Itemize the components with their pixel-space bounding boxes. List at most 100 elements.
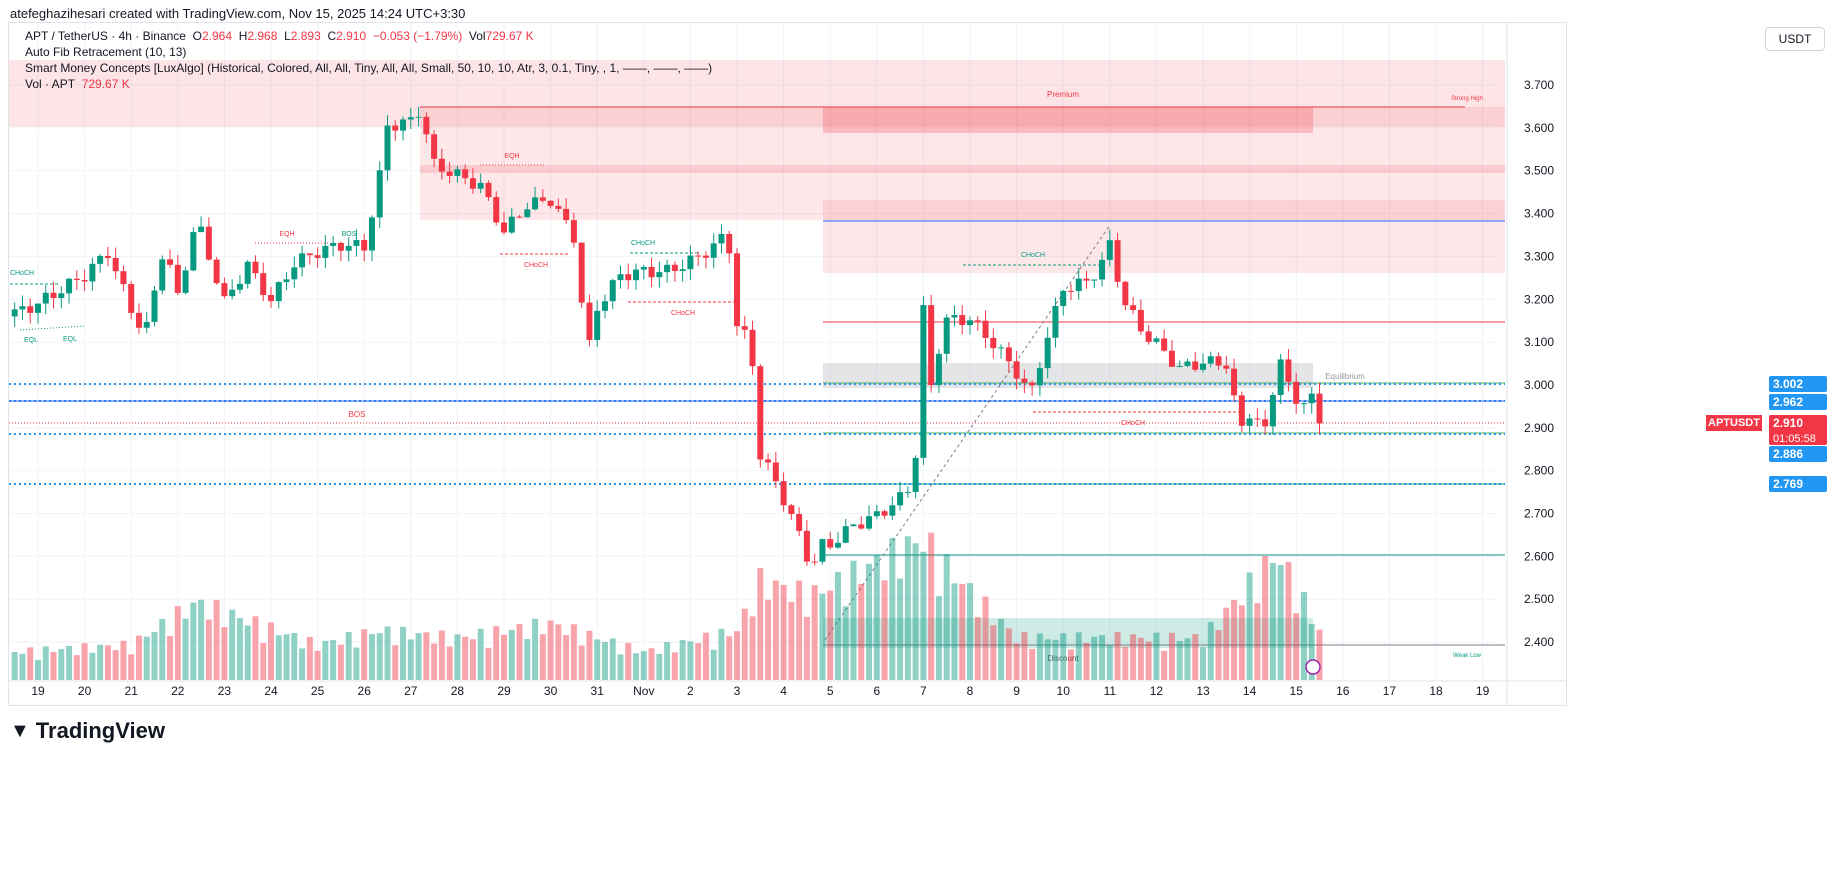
chart-credit: atefeghazihesari created with TradingVie… — [10, 6, 466, 21]
volume-bar — [679, 640, 686, 680]
volume-bar — [415, 633, 422, 680]
candle-body — [912, 457, 919, 492]
volume-bar — [454, 634, 461, 680]
volume-bar — [695, 643, 702, 680]
candle-body — [772, 462, 779, 482]
x-tick-label: 30 — [544, 684, 558, 698]
candle-body — [58, 293, 65, 298]
volume-bar — [897, 578, 904, 680]
eqh-label: EQH — [279, 231, 294, 238]
volume-bar — [1099, 635, 1106, 680]
order-block-zone — [420, 107, 1505, 220]
candle-body — [990, 337, 997, 349]
eql-label: EQL — [24, 337, 38, 344]
candle-body — [664, 264, 671, 273]
volume-bar — [718, 628, 725, 680]
y-tick-label: 2.600 — [1524, 549, 1554, 563]
candle-body — [734, 253, 740, 327]
x-tick-label: 31 — [591, 684, 605, 698]
symbol-legend[interactable]: APT / TetherUS · 4h · Binance O2.964 H2.… — [25, 29, 534, 43]
fib-indicator-legend[interactable]: Auto Fib Retracement (10, 13) — [25, 45, 187, 59]
candle-body — [97, 255, 104, 264]
candle-body — [236, 283, 243, 290]
price-chart[interactable]: 3.700 3.600 3.500 3.400 3.300 3.200 3.100 3.000… — [9, 23, 1566, 705]
candle-body — [361, 240, 368, 251]
candle-body — [120, 271, 127, 285]
x-tick-label: 15 — [1290, 684, 1304, 698]
volume-bar — [260, 642, 267, 680]
last-price: 2.910 — [1773, 416, 1804, 430]
volume-bar — [757, 568, 764, 680]
candle-body — [757, 366, 764, 460]
volume-bar — [462, 636, 469, 680]
volume-bar — [935, 596, 942, 680]
choch-label: CHoCH — [1121, 420, 1145, 427]
volume-bar — [1013, 643, 1020, 680]
candle-body — [1099, 259, 1106, 280]
volume-bar — [11, 652, 18, 680]
volume-bar — [563, 635, 570, 680]
candle-body — [974, 320, 981, 322]
volume-bar — [190, 602, 197, 680]
premium-zone — [9, 60, 1505, 127]
volume-bar — [702, 632, 709, 680]
volume-bar — [1215, 630, 1222, 680]
candle-body — [1161, 338, 1168, 351]
volume-bar — [687, 641, 694, 680]
volume-bar — [1277, 565, 1284, 680]
candle-body — [834, 542, 841, 548]
candle-body — [1005, 347, 1012, 362]
volume-bar — [1316, 629, 1323, 680]
high-value: 2.968 — [247, 29, 278, 43]
candle-body — [1223, 365, 1230, 369]
currency-button[interactable]: USDT — [1765, 27, 1825, 51]
chart-panel[interactable]: 3.700 3.600 3.500 3.400 3.300 3.200 3.100 3.000… — [8, 22, 1567, 706]
volume-bar — [850, 560, 857, 680]
volume-bar — [1300, 591, 1307, 680]
candle-body — [190, 232, 197, 271]
x-tick-label: 19 — [1476, 684, 1490, 698]
candle-body — [174, 264, 181, 293]
vol-value: 729.67 K — [485, 29, 534, 43]
weak-low-label: Weak Low — [1453, 653, 1482, 659]
volume-bar — [881, 580, 888, 680]
x-tick-label: 19 — [31, 684, 45, 698]
volume-bar — [904, 536, 911, 680]
x-tick-label: Nov — [633, 684, 654, 698]
volume-bar — [1145, 641, 1152, 680]
volume-bar — [244, 625, 251, 680]
volume-bar — [819, 593, 826, 680]
supply-zone — [823, 200, 1505, 273]
volume-bar — [66, 645, 73, 680]
candle-body — [1316, 393, 1323, 424]
candle-body — [66, 278, 73, 294]
x-tick-label: 2 — [687, 684, 694, 698]
choch-label: CHoCH — [524, 262, 548, 269]
candle-body — [1262, 419, 1269, 427]
candle-body — [423, 116, 430, 135]
volume-bar — [873, 555, 880, 680]
volume-bar — [431, 643, 438, 680]
volume-bar — [508, 629, 515, 680]
candle-body — [741, 326, 748, 330]
volume-bar — [501, 634, 507, 680]
volume-bar — [772, 580, 779, 680]
candle-body — [252, 261, 259, 274]
volume-bar — [73, 655, 80, 680]
candle-body — [951, 315, 958, 318]
volume-indicator-legend[interactable]: Vol · APT 729.67 K — [25, 77, 130, 91]
tradingview-logo[interactable]: ▼ TradingView — [10, 718, 165, 744]
vol-indicator-value: 729.67 K — [81, 77, 130, 91]
volume-bar — [671, 652, 678, 680]
volume-bar — [198, 599, 205, 680]
smc-indicator-legend[interactable]: Smart Money Concepts [LuxAlgo] (Historic… — [25, 61, 713, 75]
candle-body — [1168, 350, 1175, 367]
candle-body — [501, 222, 507, 233]
volume-bar — [780, 584, 787, 680]
volume-bar — [314, 650, 321, 680]
volume-bar — [578, 645, 585, 680]
candle-body — [1137, 309, 1144, 332]
candle-body — [104, 255, 111, 259]
volume-bar — [135, 635, 142, 680]
candle-body — [477, 182, 484, 189]
